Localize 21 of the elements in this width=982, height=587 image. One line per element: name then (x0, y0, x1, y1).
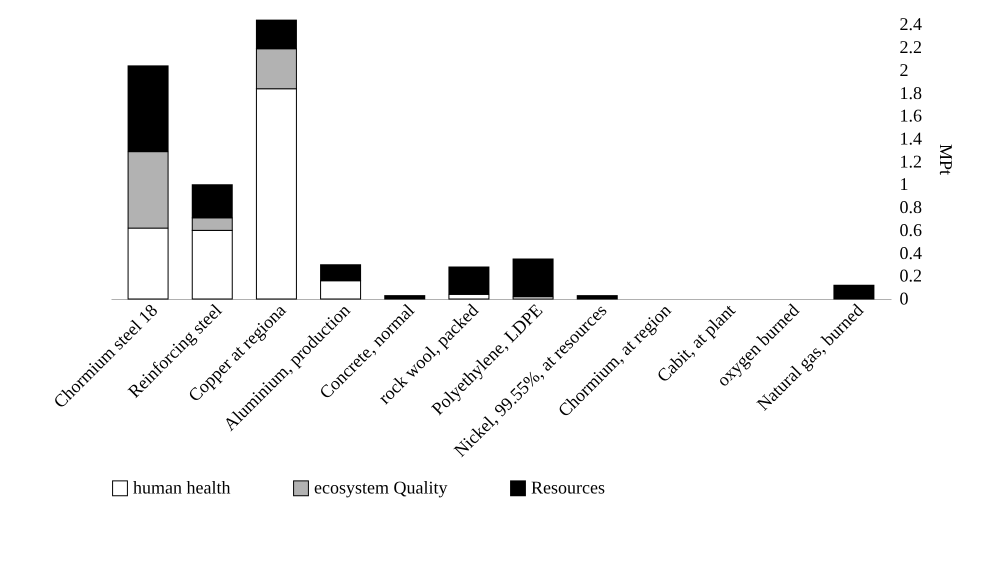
bar (512, 258, 554, 298)
y-tick-label: 1.6 (900, 106, 922, 126)
y-tick-label: 1.4 (900, 128, 922, 148)
y-tick-label: 2.2 (900, 37, 922, 58)
y-tick-label: 0.2 (900, 266, 922, 286)
legend-label: Resources (531, 477, 605, 498)
y-tick-label: 0.6 (900, 220, 922, 240)
bar (384, 295, 426, 300)
y-tick-label: 2 (900, 60, 908, 80)
y-tick-label: 0.4 (900, 242, 922, 263)
y-tick-label: 2.4 (900, 14, 922, 34)
bar (576, 295, 618, 300)
y-axis-title: MPt (936, 144, 956, 176)
y-tick-label: 1 (900, 174, 908, 194)
y-tick-label: 1.8 (900, 82, 922, 103)
y-tick-label: 0 (900, 288, 908, 308)
bar (833, 284, 874, 300)
legend-label: human health (133, 477, 230, 498)
y-tick-label: 1.2 (900, 151, 922, 172)
y-tick-label: 0.8 (900, 197, 922, 218)
legend-label: ecosystem Quality (314, 477, 448, 498)
